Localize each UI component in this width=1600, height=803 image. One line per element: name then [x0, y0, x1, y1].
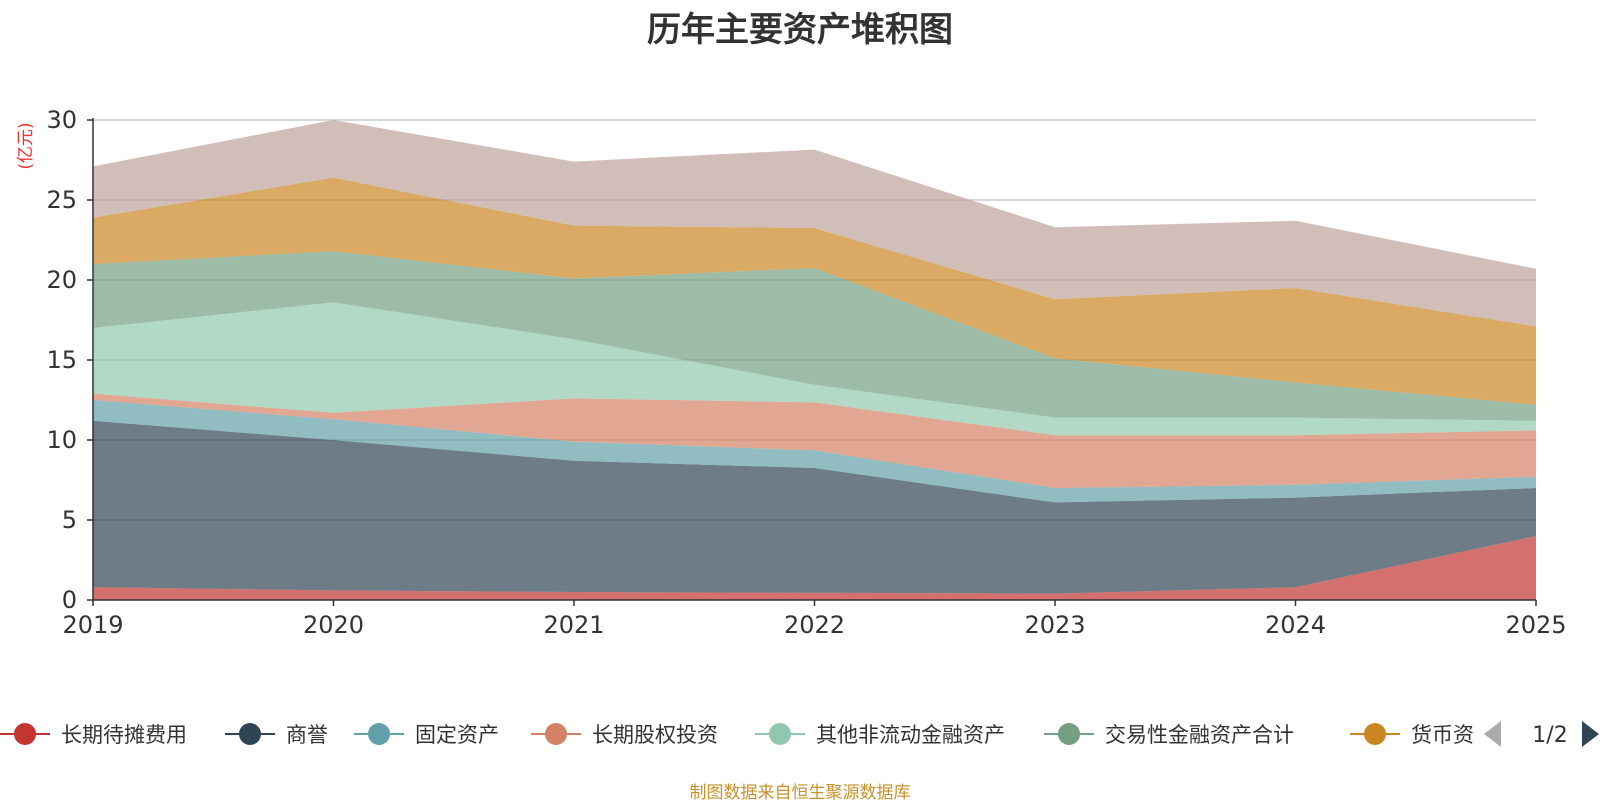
chart-title: 历年主要资产堆积图: [647, 10, 953, 50]
x-tick-label-2021: 2021: [543, 611, 604, 639]
legend-dot-marker: [545, 723, 567, 745]
legend-label: 长期股权投资: [592, 723, 718, 747]
area-series-2: [93, 420, 1536, 594]
area-series-group: [93, 120, 1536, 600]
legend[interactable]: 长期待摊费用 商誉 固定资产 长期股权投资 其他非流动金融资产 交易性金融资产合计 货币资 1…: [0, 721, 1599, 748]
y-tick-label-10: 10: [46, 426, 77, 454]
legend-dot-marker: [1364, 723, 1386, 745]
y-tick-label-30: 30: [46, 106, 77, 134]
legend-item-3[interactable]: 固定资产: [354, 723, 499, 747]
legend-item-6[interactable]: 交易性金融资产合计: [1044, 723, 1294, 747]
y-tick-label-20: 20: [46, 266, 77, 294]
x-tick-label-2024: 2024: [1265, 611, 1326, 639]
area-series-1: [93, 536, 1536, 600]
legend-dot-marker: [239, 723, 261, 745]
legend-item-5[interactable]: 其他非流动金融资产: [755, 723, 1005, 747]
legend-label: 货币资: [1411, 723, 1474, 747]
legend-label: 商誉: [286, 723, 328, 747]
legend-label: 其他非流动金融资产: [816, 723, 1005, 747]
legend-dot-marker: [769, 723, 791, 745]
area-series-4: [93, 393, 1536, 488]
y-axis-unit-label: (亿元): [16, 122, 36, 169]
x-tick-label-2022: 2022: [784, 611, 845, 639]
legend-next-page-icon[interactable]: [1582, 721, 1599, 747]
area-series-6: [93, 251, 1536, 421]
legend-label: 长期待摊费用: [61, 723, 187, 747]
y-tick-label-0: 0: [62, 586, 77, 614]
area-series-5: [93, 302, 1536, 436]
legend-item-7[interactable]: 货币资: [1350, 723, 1474, 747]
legend-prev-page-icon[interactable]: [1484, 721, 1501, 747]
legend-dot-marker: [14, 723, 36, 745]
legend-label: 交易性金融资产合计: [1105, 723, 1294, 747]
legend-dot-marker: [368, 723, 390, 745]
legend-label: 固定资产: [415, 723, 499, 747]
legend-item-2[interactable]: 商誉: [225, 723, 328, 747]
x-tick-label-2025: 2025: [1505, 611, 1566, 639]
area-series-3: [93, 400, 1536, 503]
data-source-note: 制图数据来自恒生聚源数据库: [689, 783, 911, 803]
x-tick-label-2019: 2019: [62, 611, 123, 639]
area-series-7: [93, 177, 1536, 405]
x-tick-label-2023: 2023: [1024, 611, 1085, 639]
x-tick-label-2020: 2020: [303, 611, 364, 639]
y-tick-label-5: 5: [62, 506, 77, 534]
y-tick-label-25: 25: [46, 186, 77, 214]
y-tick-label-15: 15: [46, 346, 77, 374]
legend-item-1[interactable]: 长期待摊费用: [0, 723, 187, 747]
legend-item-4[interactable]: 长期股权投资: [531, 723, 718, 747]
legend-dot-marker: [1058, 723, 1080, 745]
area-series-8: [93, 120, 1536, 327]
legend-page-indicator: 1/2: [1532, 723, 1567, 748]
